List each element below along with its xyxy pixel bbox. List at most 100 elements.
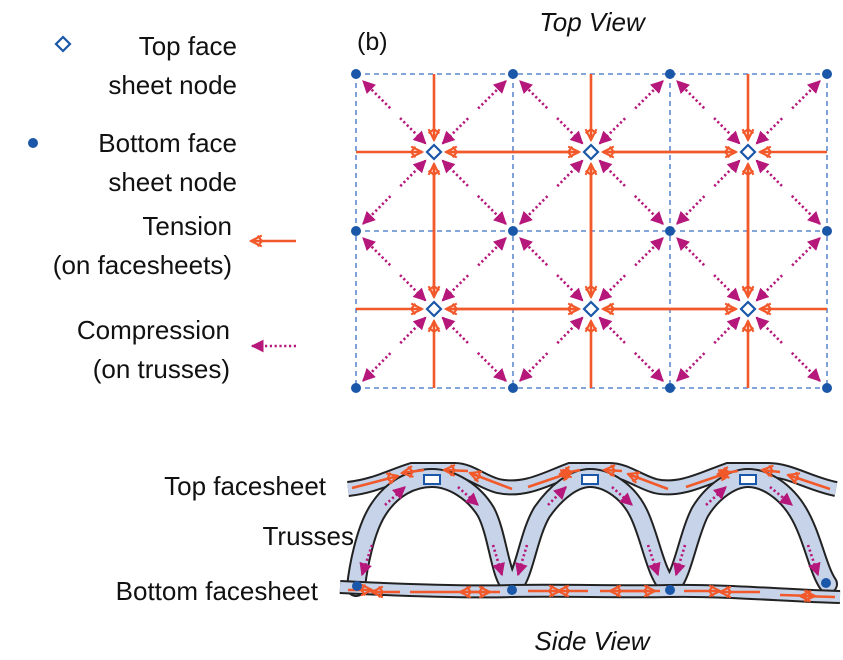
- legend-bottom-node-line2: sheet node: [108, 167, 237, 197]
- side-top-node: [581, 474, 599, 485]
- compression-arrow: [362, 352, 392, 382]
- top-view-title: Top View: [539, 7, 647, 37]
- compression-arrow: [676, 195, 706, 225]
- side-tension-arrow: [762, 470, 781, 472]
- bottom-node-dot: [665, 226, 675, 236]
- bottom-node-dot: [351, 383, 361, 393]
- bottom-node-dot: [508, 226, 518, 236]
- side-bottom-node: [352, 581, 362, 591]
- truss-band: [346, 468, 838, 597]
- compression-arrow: [519, 352, 549, 382]
- legend: Top face sheet node Bottom face sheet no…: [28, 31, 296, 384]
- side-tension-arrow: [604, 470, 623, 471]
- compression-arrow: [791, 237, 821, 267]
- compression-arrow: [519, 237, 549, 267]
- side-tension-arrow: [800, 596, 836, 597]
- top-node-diamond: [425, 143, 443, 161]
- legend-tension-line2: (on facesheets): [53, 250, 232, 280]
- compression-arrow: [713, 117, 741, 145]
- top-node-diamonds: [425, 143, 757, 318]
- compression-arrow: [598, 316, 626, 344]
- bottom-node-dot: [665, 383, 675, 393]
- bottom-node-dot: [508, 69, 518, 79]
- side-tension-arrow: [628, 474, 669, 491]
- side-top-node: [739, 474, 757, 485]
- side-tension-arrow: [718, 471, 739, 474]
- trusses-label: Trusses: [263, 521, 355, 551]
- side-compression-arrow: [491, 544, 505, 577]
- side-tension-arrow: [560, 470, 581, 474]
- bottom-node-dot: [822, 69, 832, 79]
- side-bottom-node: [507, 585, 517, 595]
- compression-arrow: [556, 274, 584, 302]
- compression-arrow: [676, 80, 706, 110]
- compression-arrow: [362, 237, 392, 267]
- compression-arrow: [676, 352, 706, 382]
- compression-arrow: [441, 274, 470, 302]
- top-facesheet-label: Top facesheet: [164, 471, 327, 501]
- side-tension-arrow: [788, 475, 831, 491]
- compression-arrow: [755, 316, 783, 344]
- compression-arrow: [476, 351, 507, 382]
- compression-arrow: [556, 117, 584, 145]
- compression-arrow: [755, 159, 783, 187]
- compression-arrow: [790, 194, 821, 225]
- compression-arrow: [598, 274, 627, 302]
- legend-tension-line1: Tension: [142, 211, 232, 241]
- compression-arrow: [362, 80, 392, 110]
- side-compression-arrow: [806, 544, 821, 577]
- side-compression-arrow: [359, 544, 374, 577]
- legend-bottom-node-line1: Bottom face: [98, 128, 237, 158]
- compression-arrow: [633, 351, 664, 382]
- bottom-node-dot: [822, 226, 832, 236]
- compression-arrow: [634, 80, 664, 110]
- compression-arrow: [598, 117, 627, 145]
- compression-arrow: [362, 195, 392, 225]
- bottom-node-dot: [508, 383, 518, 393]
- compression-arrow: [598, 159, 626, 187]
- legend-compression-line1: Compression: [77, 315, 230, 345]
- legend-top-node-line1: Top face: [139, 31, 237, 61]
- compression-arrow: [399, 159, 427, 188]
- compression-arrow: [556, 159, 584, 188]
- compression-arrows: [362, 80, 821, 382]
- compression-arrow: [441, 159, 469, 187]
- side-view-title: Side View: [534, 626, 651, 656]
- top-node-diamond: [739, 143, 757, 161]
- filled-dot-icon: [28, 138, 38, 148]
- compression-arrow: [633, 194, 664, 225]
- side-compression-arrow: [515, 544, 529, 577]
- bottom-node-dots: [351, 69, 832, 393]
- compression-arrow: [519, 80, 549, 110]
- compression-arrow: [791, 80, 821, 110]
- panel-label: (b): [357, 28, 388, 56]
- diamond-outline-icon: [54, 35, 72, 53]
- side-view-force-arrows: [348, 470, 836, 597]
- bottom-node-dot: [665, 69, 675, 79]
- compression-arrow: [713, 316, 741, 345]
- compression-arrow: [476, 194, 507, 225]
- bottom-node-dot: [822, 383, 832, 393]
- top-node-diamond: [582, 143, 600, 161]
- side-bottom-node: [665, 585, 675, 595]
- compression-arrow: [790, 351, 821, 382]
- side-bottom-node: [821, 578, 831, 588]
- legend-top-node-line2: sheet node: [108, 70, 237, 100]
- compression-arrow: [755, 117, 784, 145]
- top-view: [351, 69, 832, 393]
- bottom-facesheet-label: Bottom facesheet: [116, 576, 319, 606]
- side-tension-arrow: [351, 476, 398, 490]
- compression-arrow: [477, 237, 507, 267]
- side-tension-arrow: [444, 470, 469, 471]
- side-view: [339, 462, 841, 604]
- compression-arrow: [713, 159, 741, 188]
- compression-arrow: [441, 316, 469, 344]
- side-top-node: [423, 474, 441, 485]
- compression-arrow: [755, 274, 784, 302]
- bottom-node-dot: [351, 226, 361, 236]
- side-compression-arrow: [673, 544, 687, 577]
- compression-arrow: [477, 80, 507, 110]
- tension-arrows: [356, 74, 827, 388]
